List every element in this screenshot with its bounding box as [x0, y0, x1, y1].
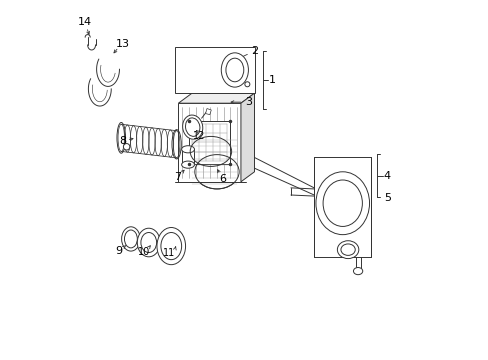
Text: 1: 1	[268, 75, 275, 85]
Ellipse shape	[221, 53, 248, 87]
Text: 4: 4	[383, 171, 390, 181]
Polygon shape	[205, 109, 211, 114]
Ellipse shape	[315, 172, 369, 235]
Polygon shape	[175, 47, 254, 93]
Ellipse shape	[190, 136, 231, 166]
Text: 7: 7	[173, 172, 181, 182]
Polygon shape	[178, 93, 254, 103]
Polygon shape	[189, 121, 230, 164]
Ellipse shape	[353, 267, 362, 275]
Text: 10: 10	[137, 247, 150, 257]
Text: 11: 11	[163, 248, 175, 258]
Polygon shape	[241, 93, 254, 182]
Polygon shape	[178, 103, 241, 182]
Ellipse shape	[181, 146, 194, 153]
Polygon shape	[313, 157, 370, 257]
Text: 5: 5	[383, 193, 390, 203]
Text: 12: 12	[192, 131, 204, 141]
Ellipse shape	[157, 228, 185, 265]
Polygon shape	[181, 149, 194, 165]
Ellipse shape	[181, 161, 194, 168]
Ellipse shape	[194, 155, 239, 189]
Text: 14: 14	[77, 17, 91, 27]
Text: 3: 3	[245, 97, 252, 107]
Text: 13: 13	[115, 39, 129, 49]
Text: 9: 9	[115, 246, 122, 256]
Ellipse shape	[137, 228, 160, 257]
Ellipse shape	[337, 241, 358, 258]
Ellipse shape	[122, 227, 140, 251]
Text: 6: 6	[219, 174, 226, 184]
Ellipse shape	[182, 115, 203, 139]
Text: 2: 2	[250, 46, 258, 56]
Ellipse shape	[123, 144, 130, 150]
Text: 8: 8	[119, 136, 125, 147]
